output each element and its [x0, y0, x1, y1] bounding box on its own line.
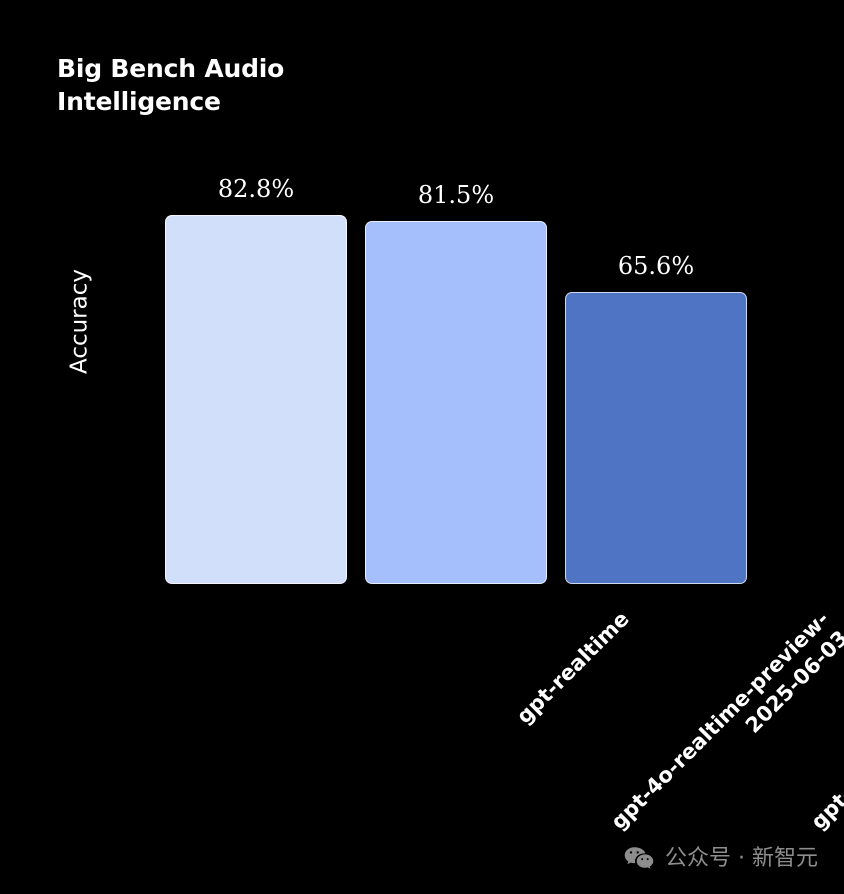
bar[interactable]	[365, 220, 547, 584]
chart-title: Big Bench Audio Intelligence	[57, 54, 285, 116]
bar-value-label: 65.6%	[617, 251, 695, 280]
bar-value-label: 82.8%	[217, 175, 295, 204]
bar[interactable]	[565, 291, 747, 584]
bar[interactable]	[165, 215, 347, 584]
bar-value-label: 81.5%	[417, 180, 495, 209]
watermark-text: 公众号 · 新智元	[665, 846, 818, 871]
wechat-icon	[624, 846, 654, 872]
watermark: 公众号 · 新智元	[624, 846, 818, 872]
